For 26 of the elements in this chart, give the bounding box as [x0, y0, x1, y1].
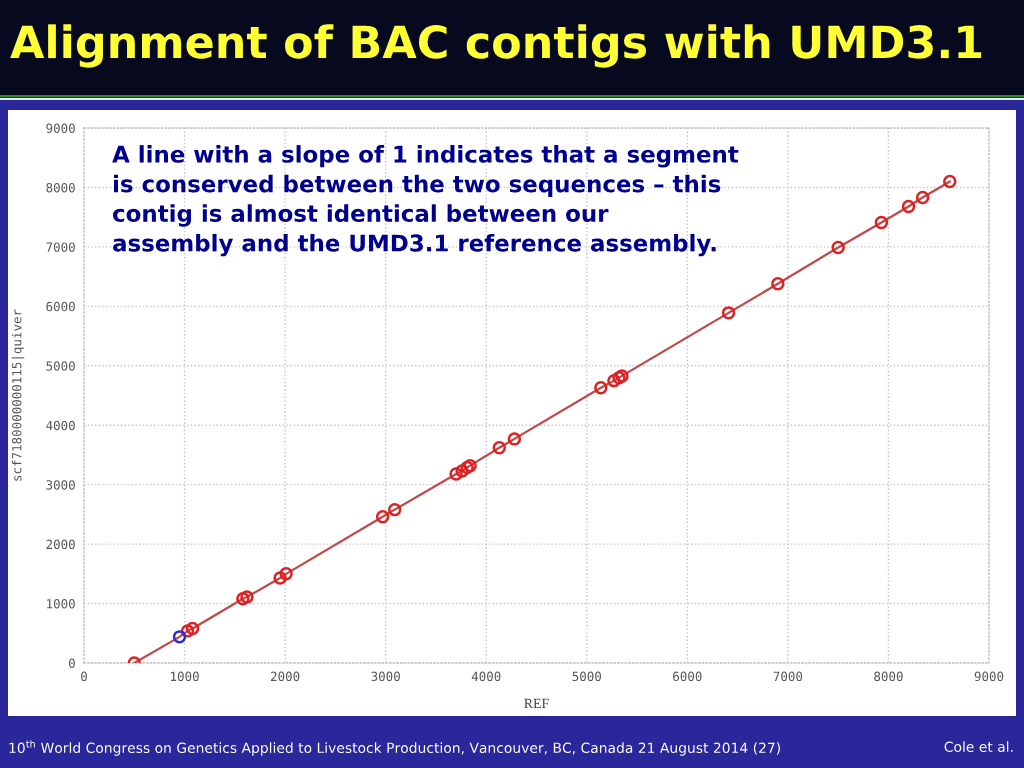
x-tick-label: 9000 — [974, 671, 1004, 682]
x-tick-label: 2000 — [270, 671, 300, 682]
x-tick-label: 0 — [81, 671, 87, 682]
x-tick-label: 3000 — [371, 671, 400, 682]
y-tick-label: 9000 — [46, 123, 75, 133]
y-tick-label: 0 — [68, 658, 75, 668]
x-tick-label: 7000 — [773, 671, 803, 682]
chart-title: Alignment of BAC contigs with UMD3.1 — [10, 24, 982, 68]
x-axis-title: REF — [524, 698, 549, 708]
x-tick-label: 8000 — [874, 671, 903, 682]
y-tick-label: 2000 — [46, 539, 75, 550]
y-tick-label: 3000 — [46, 480, 75, 490]
y-tick-label: 8000 — [46, 182, 75, 193]
y-axis-title: scf7180000000115|quiver — [11, 309, 25, 481]
x-tick-label: 6000 — [673, 671, 702, 682]
text: Cole et al. — [944, 741, 1013, 753]
y-tick-label: 1000 — [47, 599, 75, 609]
text: 10$^{th}$ World Congress on Genetics Applied to Livestock Production, Vancouver, BC, Canada 21 August 2014 (27) — [9, 740, 780, 756]
y-tick-label: 4000 — [46, 420, 75, 431]
x-tick-label: 4000 — [471, 671, 501, 682]
y-tick-label: 5000 — [46, 361, 75, 371]
annotation: A line with a slope of 1 indicates that a segment is conserved between the two sequences – this contig is almost identical between our assembly and the UMD3.1 reference assembly. — [112, 145, 739, 257]
y-tick-label: 7000 — [46, 242, 75, 252]
y-tick-label: 6000 — [46, 301, 75, 312]
x-tick-label: 5000 — [572, 671, 602, 682]
x-tick-label: 1000 — [171, 671, 199, 682]
